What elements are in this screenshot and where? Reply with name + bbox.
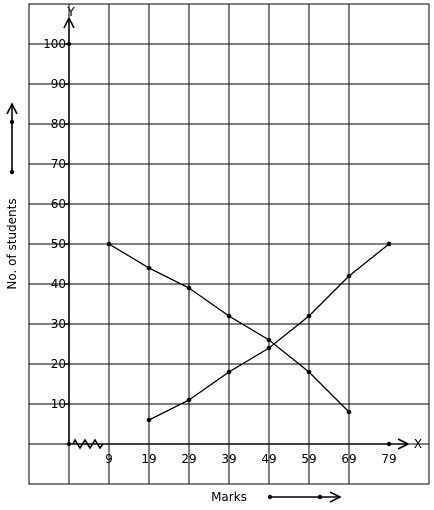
y-axis-max-point bbox=[66, 41, 72, 47]
y-tick-label: 20 bbox=[51, 357, 66, 371]
data-point bbox=[106, 241, 112, 247]
y-tick-label: 90 bbox=[51, 77, 66, 91]
y-tick-label: 70 bbox=[51, 157, 66, 171]
x-axis-letter: X bbox=[414, 437, 422, 451]
x-axis-title: Marks bbox=[211, 490, 247, 504]
y-axis-letter: Y bbox=[66, 5, 75, 19]
y-title-arrow-dot bbox=[9, 119, 15, 125]
decorations bbox=[6, 102, 342, 503]
series-layer bbox=[106, 241, 392, 423]
y-tick-label: 40 bbox=[51, 277, 66, 291]
y-tick-label: 30 bbox=[51, 317, 66, 331]
data-point bbox=[386, 241, 392, 247]
x-tick-label: 29 bbox=[181, 452, 196, 466]
origin-point bbox=[66, 441, 72, 447]
x-axis-arrowhead bbox=[397, 438, 410, 450]
axis-break-zigzag bbox=[72, 438, 104, 450]
labels: Y X No. of students Marks 10 20 30 40 50 60 70… bbox=[5, 5, 422, 504]
x-tick-label: 9 bbox=[105, 452, 113, 466]
y-tick-label: 100 bbox=[43, 37, 66, 51]
data-point bbox=[266, 337, 272, 343]
x-tick-label: 79 bbox=[381, 452, 396, 466]
axes bbox=[63, 16, 410, 450]
y-axis-title: No. of students bbox=[5, 198, 19, 289]
data-point bbox=[306, 369, 312, 375]
x-tick-label: 59 bbox=[301, 452, 316, 466]
y-axis-arrowhead bbox=[63, 16, 75, 29]
y-tick-label: 60 bbox=[51, 197, 66, 211]
y-tick-label: 10 bbox=[51, 397, 66, 411]
x-tick-label: 69 bbox=[341, 452, 356, 466]
y-tick-label: 80 bbox=[51, 117, 66, 131]
data-point bbox=[146, 417, 152, 423]
x-tick-label: 39 bbox=[221, 452, 236, 466]
y-title-arrowhead bbox=[6, 102, 18, 115]
data-point bbox=[226, 313, 232, 319]
data-point bbox=[266, 345, 272, 351]
x-title-arrow-dot bbox=[317, 494, 323, 500]
data-point bbox=[226, 369, 232, 375]
data-point bbox=[146, 265, 152, 271]
x-title-arrowhead bbox=[329, 491, 342, 503]
data-point bbox=[306, 313, 312, 319]
data-point bbox=[346, 409, 352, 415]
x-tick-label: 19 bbox=[141, 452, 156, 466]
x-axis-max-point bbox=[386, 441, 392, 447]
y-title-arrow-dot bbox=[9, 169, 15, 175]
data-point bbox=[186, 397, 192, 403]
grid bbox=[28, 3, 429, 484]
y-tick-label: 50 bbox=[51, 237, 66, 251]
data-point bbox=[346, 273, 352, 279]
x-tick-label: 49 bbox=[261, 452, 276, 466]
x-title-arrow-dot bbox=[267, 494, 273, 500]
data-point bbox=[186, 285, 192, 291]
